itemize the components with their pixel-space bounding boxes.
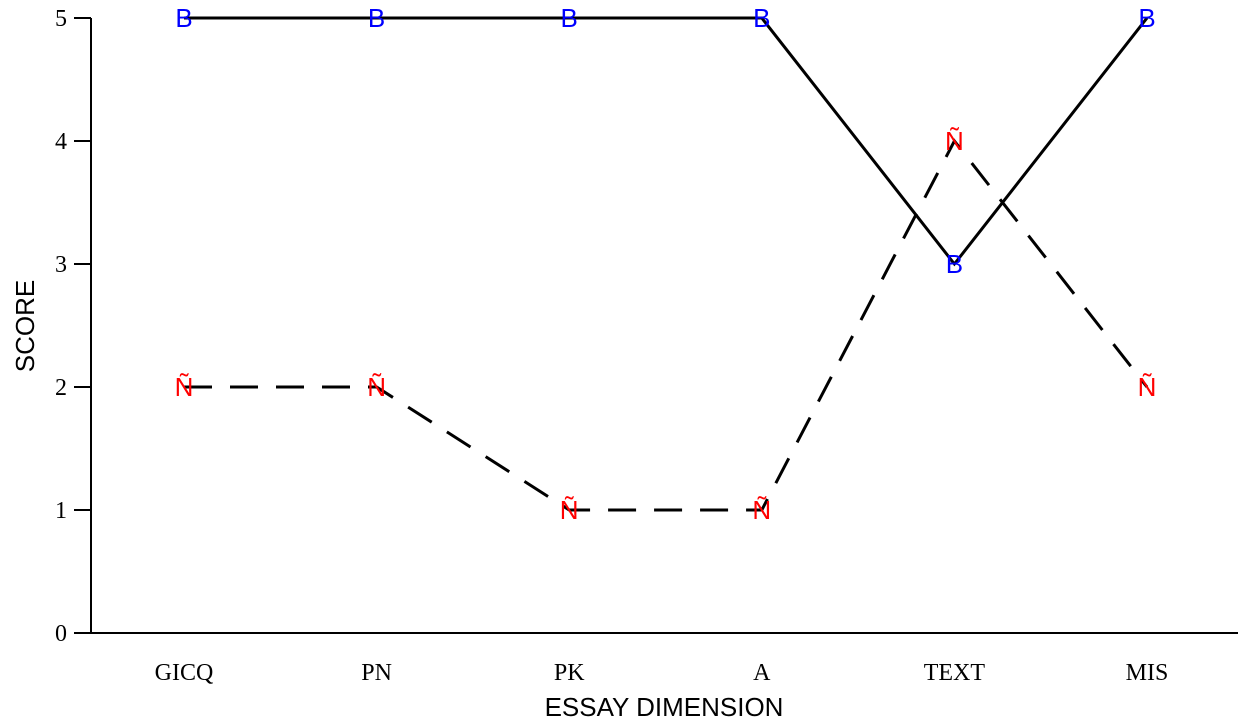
data-point-marker: B (1138, 3, 1155, 33)
series-lines (184, 16, 1149, 512)
y-tick-label: 2 (55, 375, 67, 401)
data-point-marker: Ñ (752, 495, 771, 525)
data-point-marker: B (561, 3, 578, 33)
x-tick-label: A (753, 660, 771, 686)
y-tick-label: 3 (55, 252, 67, 278)
series-markers: B B B B B B Ñ Ñ Ñ Ñ Ñ Ñ (175, 3, 1157, 525)
data-point-marker: Ñ (560, 495, 579, 525)
y-axis-title: SCORE (10, 280, 40, 372)
x-tick-label: GICQ (155, 660, 214, 686)
data-point-marker: B (753, 3, 770, 33)
plot-area: 0 1 2 3 4 5 GICQ PN PK A TEXT MIS B B B B B B Ñ Ñ Ñ Ñ Ñ Ñ (55, 3, 1238, 686)
data-point-marker: B (946, 249, 963, 279)
y-tick-label: 0 (55, 621, 67, 647)
data-point-marker: B (175, 3, 192, 33)
y-tick-label: 4 (55, 129, 67, 155)
x-ticks: GICQ PN PK A TEXT MIS (155, 660, 1169, 686)
x-tick-label: PK (554, 660, 585, 686)
y-tick-label: 5 (55, 6, 67, 32)
data-point-marker: Ñ (945, 126, 964, 156)
series-line-2 (184, 138, 1149, 512)
data-point-marker: Ñ (1138, 372, 1157, 402)
x-tick-label: PN (361, 660, 392, 686)
data-point-marker: Ñ (367, 372, 386, 402)
y-ticks: 0 1 2 3 4 5 (55, 6, 91, 647)
x-tick-label: TEXT (924, 660, 986, 686)
series-line-1 (184, 16, 1149, 267)
y-tick-label: 1 (55, 498, 67, 524)
data-point-marker: Ñ (175, 372, 194, 402)
data-point-marker: B (368, 3, 385, 33)
x-axis-title: ESSAY DIMENSION (545, 692, 784, 722)
x-tick-label: MIS (1126, 660, 1169, 686)
